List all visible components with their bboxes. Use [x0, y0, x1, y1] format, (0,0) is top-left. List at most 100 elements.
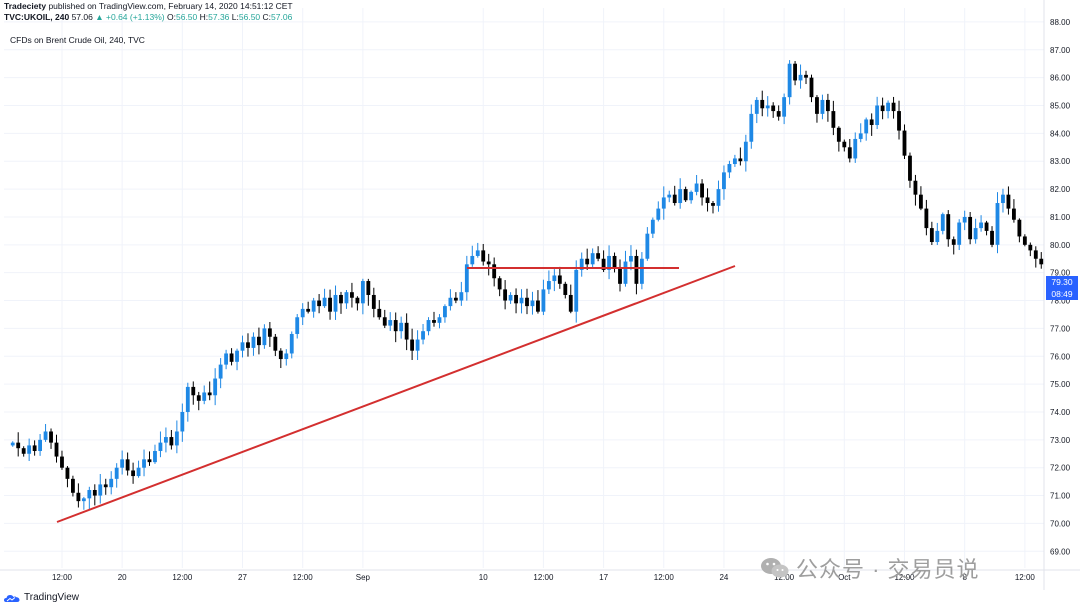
candle-body	[711, 203, 715, 206]
candle-body	[475, 250, 480, 256]
candle-body	[585, 258, 590, 265]
candle-body	[908, 155, 912, 181]
open-value: 56.50	[175, 12, 198, 22]
candle-body	[196, 395, 201, 401]
tradingview-brand: TradingView	[24, 592, 80, 603]
candle-body	[443, 306, 447, 318]
price-tick-label: 84.00	[1050, 129, 1071, 138]
price-tick-label: 88.00	[1050, 18, 1071, 27]
candle-body	[552, 275, 557, 282]
candle-body	[902, 130, 907, 156]
tradingview-logo[interactable]: TradingView	[4, 592, 79, 603]
time-tick-label: 12:00	[293, 573, 314, 582]
candle-body	[164, 437, 168, 443]
candle-body	[935, 230, 940, 243]
candle-body	[213, 378, 218, 396]
candle-body	[629, 255, 633, 262]
candle-body	[820, 99, 825, 114]
candle-body	[590, 253, 595, 265]
candle-body	[322, 297, 327, 307]
price-tick-label: 77.00	[1050, 324, 1071, 333]
candle-body	[16, 442, 21, 449]
candle-body	[732, 158, 737, 165]
time-tick-label: 12:00	[533, 573, 554, 582]
close-label: C:	[262, 12, 272, 22]
time-tick-label: 12:00	[52, 573, 73, 582]
candle-body	[421, 331, 425, 340]
time-tick-label: 12:00	[894, 573, 915, 582]
price-tick-label: 81.00	[1050, 213, 1071, 222]
candle-body	[530, 300, 535, 307]
time-tick-label: 20	[118, 573, 127, 582]
candle-body	[87, 489, 92, 499]
candle-body	[60, 456, 64, 468]
candle-body	[1011, 208, 1016, 220]
candle-body	[514, 294, 518, 304]
candle-body	[836, 127, 841, 142]
candle-body	[705, 197, 710, 204]
candle-body	[743, 141, 748, 162]
watermark-text: 公众号 · 交易员说	[796, 557, 980, 582]
candle-body	[700, 183, 704, 198]
time-tick-label: Oct	[838, 573, 851, 582]
candle-body	[350, 292, 354, 298]
candle-body	[415, 339, 420, 351]
candle-body	[229, 353, 234, 362]
chart-title: CFDs on Brent Crude Oil, 240, TVC	[10, 35, 145, 45]
candle-body	[169, 437, 174, 446]
candle-body	[377, 308, 382, 318]
candle-body	[508, 294, 513, 301]
candle-body	[847, 147, 852, 159]
candle-body	[426, 320, 431, 332]
candle-body	[612, 255, 617, 268]
price-tick-label: 83.00	[1050, 157, 1071, 166]
publish-line: Tradeciety published on TradingView.com,…	[4, 1, 293, 12]
candle-body	[519, 297, 524, 304]
candle-series	[10, 60, 1044, 510]
price-axis[interactable]: 88.00 87.00 86.00 85.00 84.00 83.00 82.00 81.00…	[1043, 0, 1071, 590]
candle-body	[568, 294, 573, 312]
price-tick-label: 71.00	[1050, 492, 1071, 501]
symbol-label: TVC:UKOIL, 240	[4, 12, 70, 22]
candle-body	[142, 459, 146, 468]
up-arrow-icon: ▲	[95, 12, 104, 22]
candle-body	[459, 292, 464, 301]
candle-body	[410, 339, 415, 351]
candle-body	[771, 105, 776, 112]
candle-body	[240, 342, 245, 351]
candle-body	[749, 113, 754, 142]
candle-body	[267, 328, 272, 337]
high-label: H:	[199, 12, 209, 22]
candle-body	[1022, 236, 1027, 245]
candle-body	[607, 255, 611, 270]
candle-body	[328, 297, 332, 312]
candle-body	[273, 336, 278, 351]
candle-body	[289, 333, 294, 354]
candle-body	[787, 63, 792, 98]
low-value: 56.50	[238, 12, 261, 22]
candle-body	[92, 489, 97, 496]
candle-body	[738, 158, 743, 162]
candle-body	[147, 459, 152, 463]
candle-body	[153, 450, 157, 463]
candle-body	[38, 439, 43, 451]
candle-body	[131, 470, 136, 477]
time-axis[interactable]: 12:00 20 12:00 27 12:00 Sep 10 12:00 17 12:00 24 12…	[0, 569, 1080, 582]
candle-body	[875, 105, 880, 126]
candle-body	[995, 203, 1000, 245]
candle-body	[546, 281, 551, 290]
publisher-name: Tradeciety	[4, 1, 47, 11]
candle-body	[815, 97, 819, 114]
trendlines	[56, 265, 736, 523]
candle-body	[21, 448, 26, 454]
candle-body	[71, 478, 75, 493]
candle-body	[798, 74, 803, 81]
candle-body	[109, 478, 114, 488]
price-tick-label: 86.00	[1050, 74, 1071, 83]
candle-body	[683, 189, 688, 201]
candle-body	[765, 105, 770, 109]
candle-body	[339, 294, 343, 304]
candle-body	[678, 189, 683, 204]
candle-body	[448, 297, 453, 307]
